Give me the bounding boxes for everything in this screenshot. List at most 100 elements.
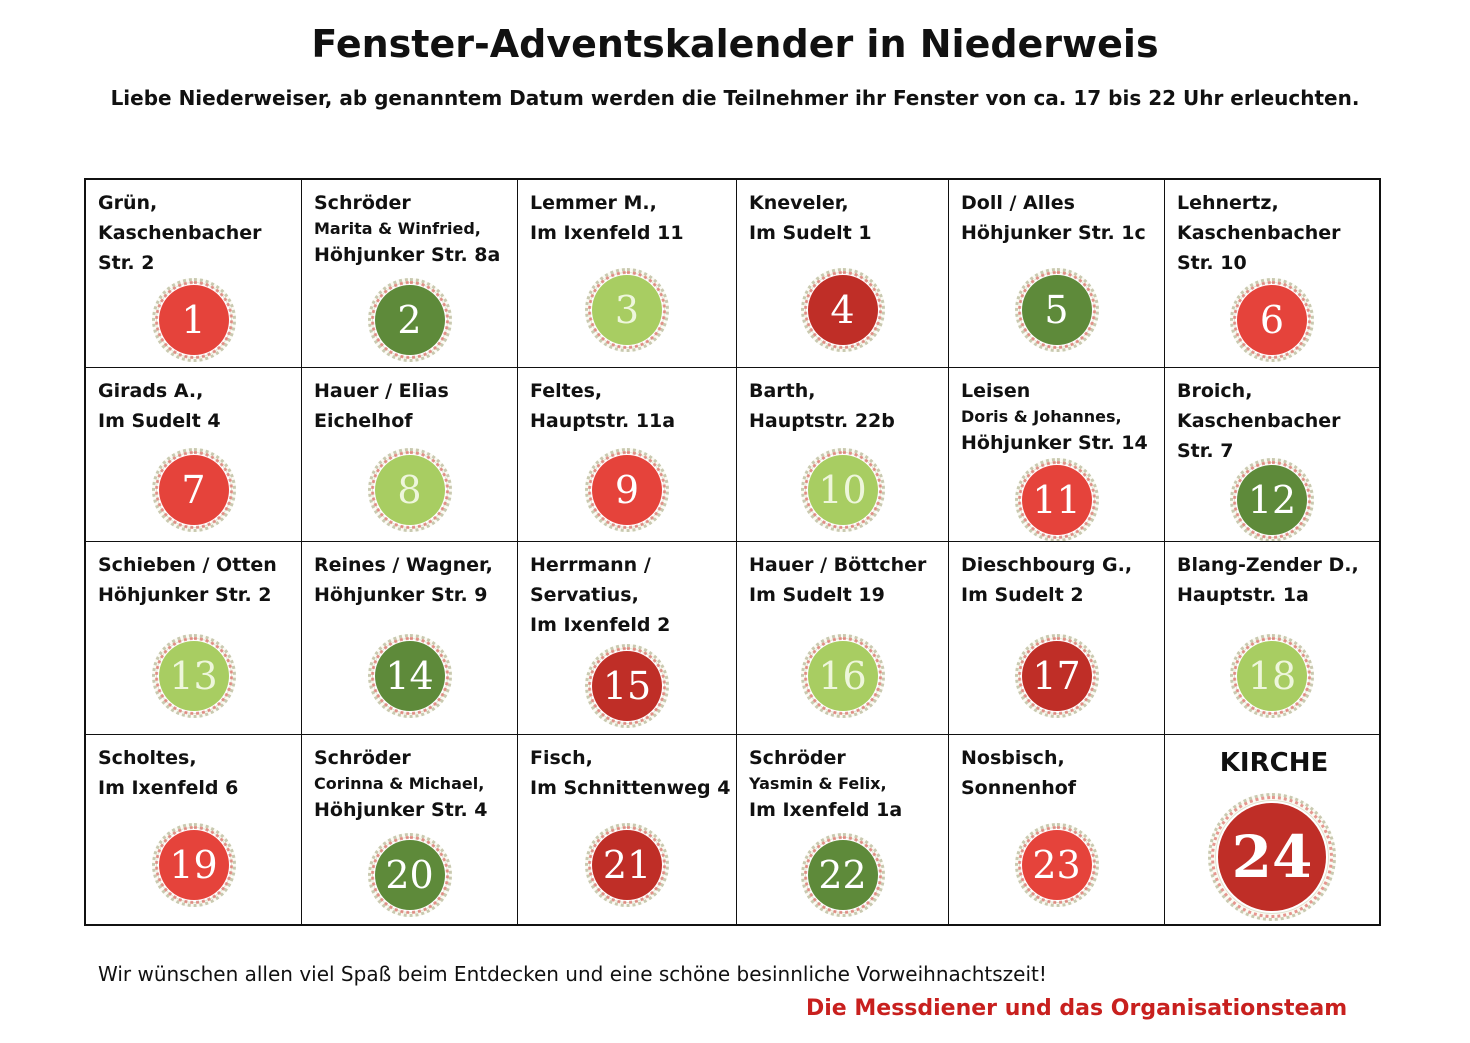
participant-line: Herrmann /	[530, 554, 651, 576]
participant-line: Reines / Wagner,	[314, 554, 493, 576]
participant-line: Im Schnittenweg 4	[530, 777, 731, 799]
signature: Die Messdiener und das Organisationsteam	[806, 996, 1348, 1021]
calendar-day-1: Grün, Kaschenbacher Str. 2 1	[86, 180, 302, 368]
calendar-day-12: Broich, Kaschenbacher Str. 7 12	[1165, 368, 1379, 542]
calendar-day-7: Girads A., Im Sudelt 4 7	[86, 368, 302, 542]
participant-line: Höhjunker Str. 14	[961, 432, 1148, 454]
day-number: 22	[818, 853, 867, 897]
day-number-badge: 5	[1014, 268, 1099, 352]
participant-line: Im Sudelt 1	[749, 222, 872, 244]
participant-line: Leisen	[961, 380, 1031, 402]
day-number-badge: 22	[800, 833, 885, 917]
participant-line: Höhjunker Str. 8a	[314, 244, 501, 266]
participant-line: Im Ixenfeld 2	[530, 614, 671, 636]
day-number-badge: 14	[367, 634, 452, 718]
participant-line: Yasmin & Felix,	[749, 774, 887, 793]
day-number-badge: 17	[1014, 634, 1099, 718]
badge-disc: 1	[158, 285, 229, 355]
badge-disc: 4	[807, 275, 878, 345]
page-title: Fenster-Adventskalender in Niederweis	[311, 22, 1159, 66]
participant-line: Str. 10	[1177, 252, 1247, 274]
calendar-day-18: Blang-Zender D., Hauptstr. 1a 18	[1165, 542, 1379, 735]
badge-disc: 17	[1021, 641, 1092, 711]
calendar-day-24: KIRCHE 24	[1165, 735, 1379, 924]
calendar-day-19: Scholtes, Im Ixenfeld 6 19	[86, 735, 302, 924]
calendar-day-17: Dieschbourg G., Im Sudelt 2 17	[949, 542, 1165, 735]
day-number: 19	[169, 843, 218, 887]
participant-line: Kaschenbacher	[1177, 222, 1341, 244]
participant-line: Kaschenbacher	[98, 222, 262, 244]
day-number: 9	[614, 468, 640, 512]
badge-disc: 18	[1237, 641, 1307, 711]
badge-disc: 5	[1021, 275, 1092, 345]
day-number-badge: 12	[1230, 458, 1314, 541]
day-number: 7	[181, 468, 206, 512]
calendar-day-4: Kneveler, Im Sudelt 1 4	[737, 180, 949, 368]
participant-line: Hauptstr. 11a	[530, 410, 676, 432]
calendar-day-10: Barth, Hauptstr. 22b 10	[737, 368, 949, 542]
day-number-badge: 15	[585, 644, 669, 728]
calendar-day-11: Leisen Doris & Johannes, Höhjunker Str. 14…	[949, 368, 1165, 542]
day-number: 16	[818, 654, 867, 698]
day-number: 15	[602, 664, 652, 708]
day-number: 2	[397, 298, 422, 342]
calendar-day-22: Schröder Yasmin & Felix, Im Ixenfeld 1a 22	[737, 735, 949, 924]
participant-line: Doris & Johannes,	[961, 407, 1122, 426]
participant-line: Kaschenbacher	[1177, 410, 1341, 432]
participant-line: Lemmer M.,	[530, 192, 657, 214]
badge-disc: 7	[158, 455, 229, 525]
day-number-badge: 24	[1208, 793, 1336, 921]
calendar-day-9: Feltes, Hauptstr. 11a 9	[518, 368, 737, 542]
day-number: 8	[397, 468, 422, 512]
day-number: 17	[1032, 654, 1081, 698]
calendar-day-21: Fisch, Im Schnittenweg 4 21	[518, 735, 737, 924]
badge-disc: 24	[1218, 803, 1326, 911]
day-number-badge: 18	[1230, 634, 1314, 718]
participant-line: Scholtes,	[98, 747, 197, 769]
day-number-badge: 23	[1014, 823, 1099, 907]
day-number: 24	[1231, 823, 1313, 891]
day-number: 5	[1044, 288, 1069, 332]
day-number: 6	[1259, 298, 1285, 342]
day-number: 12	[1247, 478, 1297, 522]
day-number-badge: 16	[800, 634, 885, 718]
participant-line: Schröder	[749, 747, 846, 769]
day-number: 18	[1247, 654, 1297, 698]
participant-line: Im Ixenfeld 6	[98, 777, 239, 799]
closing-message: Wir wünschen allen viel Spaß beim Entdec…	[98, 962, 1047, 986]
participant-line: Höhjunker Str. 2	[98, 584, 272, 606]
participant-line: Eichelhof	[314, 410, 413, 432]
day-number-badge: 9	[585, 448, 669, 532]
day-number-badge: 19	[151, 823, 236, 907]
calendar-day-23: Nosbisch, Sonnenhof 23	[949, 735, 1165, 924]
participant-line: Broich,	[1177, 380, 1253, 402]
day-number: 23	[1032, 843, 1081, 887]
participant-line: Hauptstr. 22b	[749, 410, 895, 432]
page-subtitle: Liebe Niederweiser, ab genanntem Datum w…	[110, 86, 1360, 110]
calendar-day-3: Lemmer M., Im Ixenfeld 11 3	[518, 180, 737, 368]
badge-disc: 16	[807, 641, 878, 711]
day-number: 3	[614, 288, 640, 332]
advent-calendar-grid: Grün, Kaschenbacher Str. 2 1 Schröder Marita …	[84, 178, 1381, 926]
day-number: 13	[169, 654, 218, 698]
badge-disc: 11	[1021, 465, 1092, 535]
participant-line: Hauptstr. 1a	[1177, 584, 1309, 606]
participant-line: Schröder	[314, 747, 411, 769]
participant-line: Corinna & Michael,	[314, 774, 485, 793]
participant-line: Fisch,	[530, 747, 593, 769]
calendar-day-8: Hauer / Elias Eichelhof 8	[302, 368, 518, 542]
day-number: 21	[602, 843, 652, 887]
participant-line: Str. 7	[1177, 440, 1234, 462]
badge-disc: 22	[807, 840, 878, 910]
calendar-day-5: Doll / Alles Höhjunker Str. 1c 5	[949, 180, 1165, 368]
calendar-day-6: Lehnertz, Kaschenbacher Str. 10 6	[1165, 180, 1379, 368]
day-number-badge: 11	[1014, 458, 1099, 541]
participant-line: Schieben / Otten	[98, 554, 277, 576]
participant-line: Höhjunker Str. 1c	[961, 222, 1146, 244]
day-number-badge: 6	[1230, 278, 1314, 362]
day-number-badge: 3	[585, 268, 669, 352]
day-number-badge: 7	[151, 448, 236, 532]
day-number-badge: 21	[585, 823, 669, 907]
calendar-day-20: Schröder Corinna & Michael, Höhjunker Str.…	[302, 735, 518, 924]
participant-line: Lehnertz,	[1177, 192, 1279, 214]
